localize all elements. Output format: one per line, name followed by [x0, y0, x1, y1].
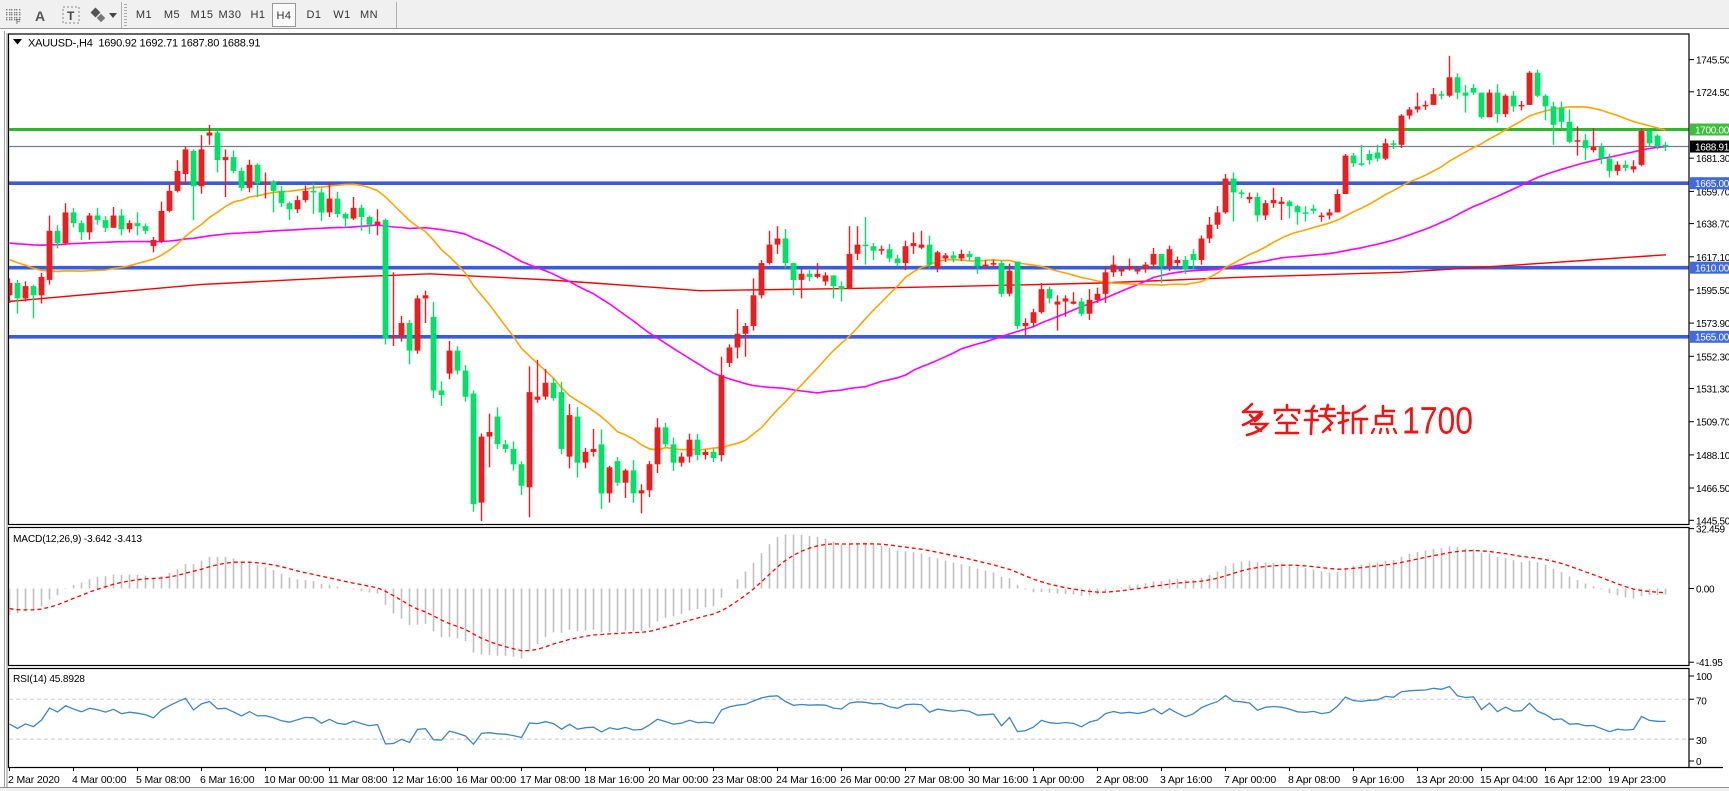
svg-text:1617.10: 1617.10 [1696, 253, 1729, 264]
svg-text:1573.90: 1573.90 [1696, 319, 1729, 330]
svg-text:1552.30: 1552.30 [1696, 352, 1729, 363]
svg-text:1688.91: 1688.91 [1695, 142, 1729, 153]
svg-text:4 Mar 00:00: 4 Mar 00:00 [72, 774, 127, 786]
svg-text:70: 70 [1696, 697, 1707, 708]
svg-text:1665.00: 1665.00 [1695, 179, 1729, 190]
svg-text:1565.00: 1565.00 [1695, 333, 1729, 344]
svg-text:A: A [35, 8, 45, 24]
svg-text:3 Apr 16:00: 3 Apr 16:00 [1160, 774, 1212, 786]
svg-text:12 Mar 16:00: 12 Mar 16:00 [392, 774, 452, 786]
svg-text:1638.70: 1638.70 [1696, 220, 1729, 231]
svg-text:24 Mar 16:00: 24 Mar 16:00 [776, 774, 836, 786]
svg-text:10 Mar 00:00: 10 Mar 00:00 [264, 774, 324, 786]
svg-text:15 Apr 04:00: 15 Apr 04:00 [1480, 774, 1538, 786]
svg-text:1 Apr 00:00: 1 Apr 00:00 [1032, 774, 1084, 786]
svg-text:1610.00: 1610.00 [1695, 264, 1729, 275]
svg-text:17 Mar 08:00: 17 Mar 08:00 [520, 774, 580, 786]
svg-text:1509.70: 1509.70 [1696, 418, 1729, 429]
svg-text:1531.30: 1531.30 [1696, 385, 1729, 396]
svg-text:2 Mar 2020: 2 Mar 2020 [8, 774, 60, 786]
svg-text:20 Mar 00:00: 20 Mar 00:00 [648, 774, 708, 786]
svg-text:1659.70: 1659.70 [1696, 187, 1729, 198]
svg-text:27 Mar 08:00: 27 Mar 08:00 [904, 774, 964, 786]
svg-text:RSI(14) 45.8928: RSI(14) 45.8928 [13, 674, 85, 685]
svg-text:11 Mar 08:00: 11 Mar 08:00 [328, 774, 388, 786]
svg-text:1488.10: 1488.10 [1696, 451, 1729, 462]
svg-text:XAUUSD-,H4 1690.92 1692.71 16: XAUUSD-,H4 1690.92 1692.71 1687.80 1688.… [28, 38, 260, 50]
svg-text:16 Mar 00:00: 16 Mar 00:00 [456, 774, 516, 786]
svg-text:13 Apr 20:00: 13 Apr 20:00 [1416, 774, 1474, 786]
svg-text:30 Mar 16:00: 30 Mar 16:00 [968, 774, 1028, 786]
svg-text:F: F [16, 19, 20, 26]
svg-text:23 Mar 08:00: 23 Mar 08:00 [712, 774, 772, 786]
svg-text:32.459: 32.459 [1696, 525, 1726, 536]
svg-text:6 Mar 16:00: 6 Mar 16:00 [200, 774, 255, 786]
svg-text:MACD(12,26,9) -3.642 -3.413: MACD(12,26,9) -3.642 -3.413 [13, 534, 142, 545]
svg-text:2 Apr 08:00: 2 Apr 08:00 [1096, 774, 1148, 786]
svg-text:26 Mar 00:00: 26 Mar 00:00 [840, 774, 900, 786]
svg-text:1700.00: 1700.00 [1695, 125, 1729, 136]
svg-text:18 Mar 16:00: 18 Mar 16:00 [584, 774, 644, 786]
svg-text:0.00: 0.00 [1696, 585, 1715, 596]
svg-text:T: T [67, 9, 75, 23]
svg-text:30: 30 [1696, 736, 1707, 747]
svg-text:1724.50: 1724.50 [1696, 88, 1729, 99]
svg-text:1595.50: 1595.50 [1696, 286, 1729, 297]
svg-text:100: 100 [1696, 672, 1713, 683]
svg-text:1745.50: 1745.50 [1696, 56, 1729, 67]
svg-text:8 Apr 08:00: 8 Apr 08:00 [1288, 774, 1340, 786]
svg-text:5 Mar 08:00: 5 Mar 08:00 [136, 774, 191, 786]
svg-text:-41.95: -41.95 [1696, 658, 1723, 669]
svg-text:9 Apr 16:00: 9 Apr 16:00 [1352, 774, 1404, 786]
svg-text:0: 0 [1696, 757, 1702, 768]
svg-text:1445.50: 1445.50 [1696, 516, 1729, 527]
svg-text:16 Apr 12:00: 16 Apr 12:00 [1544, 774, 1602, 786]
svg-text:1681.30: 1681.30 [1696, 154, 1729, 165]
svg-text:7 Apr 00:00: 7 Apr 00:00 [1224, 774, 1276, 786]
svg-text:1700: 1700 [1402, 401, 1473, 443]
svg-text:19 Apr 23:00: 19 Apr 23:00 [1608, 774, 1666, 786]
svg-text:1466.50: 1466.50 [1696, 484, 1729, 495]
